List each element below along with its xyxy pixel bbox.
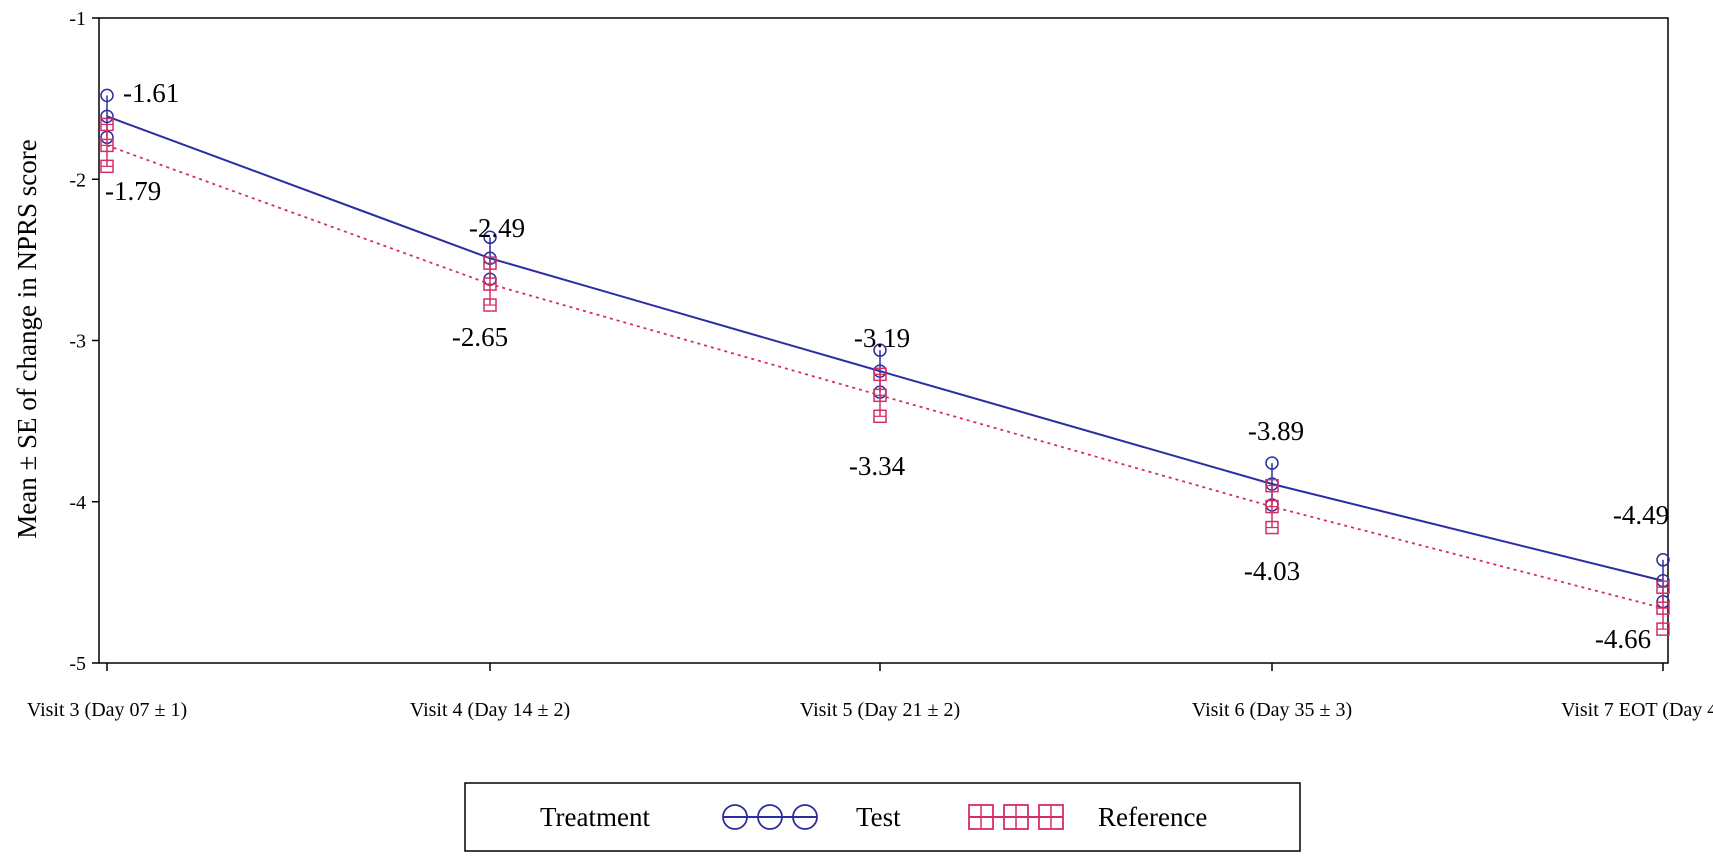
y-tick-label: -1 (69, 8, 86, 30)
legend-item-reference: Reference (968, 802, 1207, 832)
x-category-label: Visit 5 (Day 21 ± 2) (800, 699, 960, 721)
error-cap-marker (873, 409, 887, 424)
y-tick-label: -3 (69, 331, 86, 353)
data-label-reference: -4.03 (1244, 556, 1300, 586)
error-cap-marker (1265, 478, 1279, 493)
data-point (873, 388, 887, 403)
legend-circle-marker (757, 804, 783, 830)
error-cap-marker (1656, 553, 1670, 567)
error-cap-marker (100, 88, 114, 103)
legend-circle-marker (722, 804, 748, 830)
error-cap-marker (1265, 520, 1279, 535)
error-cap-marker (1656, 580, 1670, 594)
error-cap-marker (483, 256, 497, 270)
series-reference (100, 117, 1670, 636)
y-tick-label: -2 (69, 169, 86, 191)
error-cap-marker (483, 298, 497, 312)
x-category-label: Visit 6 (Day 35 ± 3) (1192, 699, 1352, 721)
x-category-label: Visit 3 (Day 07 ± 1) (27, 699, 187, 721)
data-point (1656, 601, 1670, 615)
legend-label-reference: Reference (1098, 802, 1207, 832)
data-label-test: -3.19 (854, 323, 910, 353)
x-category-label: Visit 4 (Day 14 ± 2) (410, 699, 570, 721)
error-cap-marker (873, 367, 887, 382)
data-label-reference: -2.65 (452, 322, 508, 352)
data-label-test: -4.49 (1613, 500, 1669, 530)
data-label-reference: -1.79 (105, 176, 161, 206)
legend-frame (464, 782, 1301, 852)
x-category-label: Visit 7 EOT (Day 49 ± 4) (1561, 699, 1713, 721)
legend-label-test: Test (856, 802, 901, 832)
error-cap-marker (483, 230, 497, 245)
y-axis-title: Mean ± SE of change in NPRS score (12, 139, 42, 539)
data-label-test: -2.49 (469, 213, 525, 243)
series-line-reference (106, 144, 1664, 610)
y-tick-label: -5 (69, 653, 86, 675)
data-label-test: -3.89 (1248, 416, 1304, 446)
error-cap-marker (100, 117, 114, 132)
data-label-reference: -4.66 (1595, 624, 1651, 654)
data-label-test: -1.61 (123, 78, 179, 108)
legend-circle-marker (792, 804, 818, 830)
data-point (1265, 499, 1279, 514)
legend: Treatment Test Reference (464, 782, 1301, 852)
error-cap-marker (873, 343, 887, 357)
data-point (100, 138, 114, 153)
y-tick-label: -4 (69, 492, 86, 514)
data-point (483, 277, 497, 291)
data-label-reference: -3.34 (849, 451, 906, 481)
error-cap-marker (100, 159, 114, 174)
legend-item-test: Test (722, 802, 901, 832)
error-cap-marker (1265, 456, 1279, 470)
error-cap-marker (1656, 622, 1670, 636)
data-point (100, 109, 114, 124)
legend-title: Treatment (540, 802, 650, 832)
series-test (100, 88, 1670, 609)
